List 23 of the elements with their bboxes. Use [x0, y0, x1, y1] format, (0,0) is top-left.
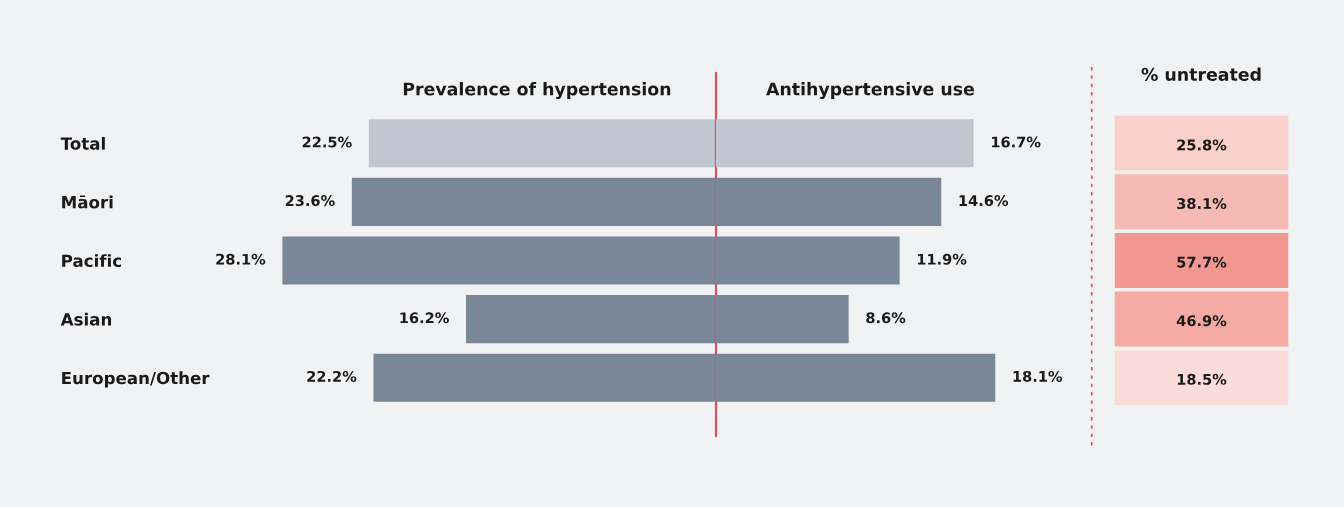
data-label: 23.6% [285, 195, 335, 207]
data-label: 16.7% [991, 136, 1041, 148]
data-label: 38.1% [1177, 198, 1227, 210]
text: Prevalence of hypertension [403, 82, 671, 100]
y-tick-label: Total [60, 136, 105, 150]
data-label: 16.2% [400, 312, 449, 324]
data-label: 18.1% [1013, 370, 1063, 382]
data-label: 25.8% [1177, 139, 1227, 151]
y-tick-label: Asian [60, 312, 112, 326]
data-label: 22.5% [302, 136, 352, 148]
text: Antihypertensive use [766, 82, 974, 100]
data-label: 14.6% [959, 195, 1009, 207]
data-label: 18.5% [1177, 373, 1227, 385]
data-label: 22.2% [307, 370, 357, 382]
data-label: 11.9% [917, 253, 967, 265]
chart-title: % untreated [1141, 67, 1261, 81]
y-tick-label: European/Other [62, 371, 210, 388]
y-tick-label: Pacific [62, 254, 122, 268]
data-label: 46.9% [1176, 315, 1227, 327]
data-label: 57.7% [1177, 256, 1227, 268]
data-label: 28.1% [216, 253, 266, 265]
data-label: 8.6% [866, 312, 906, 324]
y-tick-label: Māori [62, 195, 113, 209]
